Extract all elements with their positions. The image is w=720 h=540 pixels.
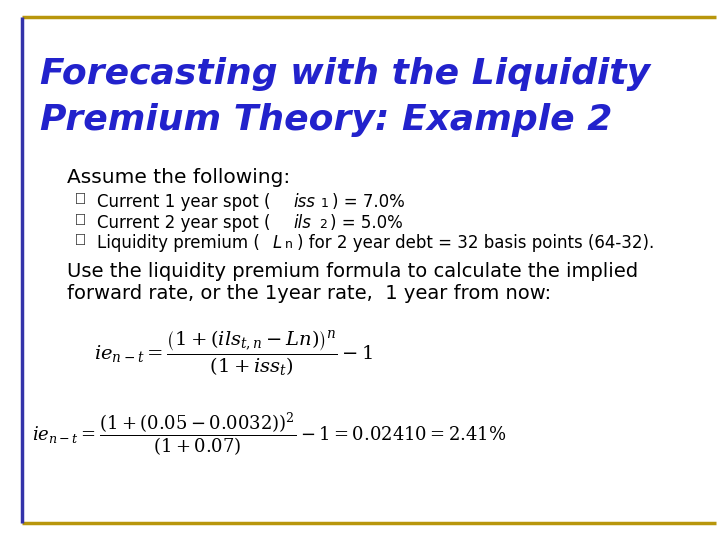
Text: n: n (284, 238, 292, 251)
Text: Assume the following:: Assume the following: (67, 168, 290, 187)
Text: Current 1 year spot (: Current 1 year spot ( (97, 193, 271, 211)
Text: ils: ils (294, 214, 312, 232)
Text: L: L (273, 234, 282, 252)
Text: Use the liquidity premium formula to calculate the implied: Use the liquidity premium formula to cal… (67, 262, 638, 281)
Text: ) = 5.0%: ) = 5.0% (330, 214, 403, 232)
Text: ) for 2 year debt = 32 basis points (64-32).: ) for 2 year debt = 32 basis points (64-… (297, 234, 654, 252)
Text: Liquidity premium (: Liquidity premium ( (97, 234, 260, 252)
Text: $ie_{n-t} = \dfrac{\left(1 + \left(ils_{t,n} - Ln\right)\right)^{n}}{\left(1 + i: $ie_{n-t} = \dfrac{\left(1 + \left(ils_{… (94, 329, 373, 379)
Text: 2: 2 (319, 218, 327, 231)
Text: 1: 1 (320, 197, 328, 210)
Text: ) = 7.0%: ) = 7.0% (332, 193, 405, 211)
Text: Current 2 year spot (: Current 2 year spot ( (97, 214, 271, 232)
Text: iss: iss (294, 193, 315, 211)
Text: forward rate, or the 1year rate,  1 year from now:: forward rate, or the 1year rate, 1 year … (67, 284, 551, 303)
Text: Forecasting with the Liquidity: Forecasting with the Liquidity (40, 57, 649, 91)
Text: $ie_{n-t} = \dfrac{\left(1 + \left(0.05 - 0.0032\right)\right)^{2}}{\left(1 + 0.: $ie_{n-t} = \dfrac{\left(1 + \left(0.05 … (32, 410, 507, 458)
Text: Premium Theory: Example 2: Premium Theory: Example 2 (40, 103, 612, 137)
